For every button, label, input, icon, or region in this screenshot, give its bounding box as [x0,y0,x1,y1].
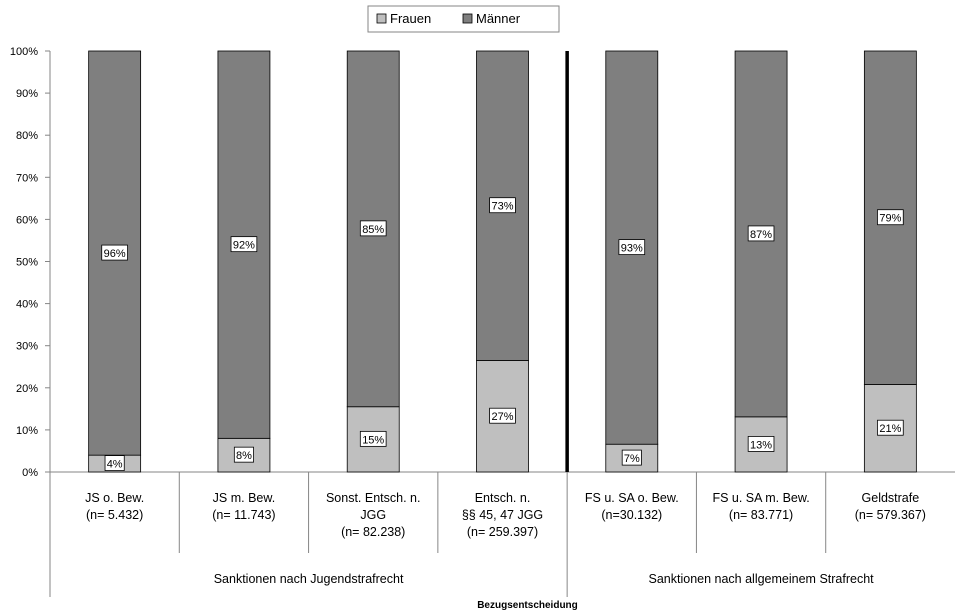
legend-label: Frauen [390,11,431,26]
category-label: (n= 83.771) [729,508,793,522]
bar-männer-3 [476,50,529,361]
data-label: 27% [491,411,513,423]
data-label: 4% [107,459,123,471]
data-label: 96% [104,248,126,260]
category-label: (n= 5.432) [86,508,143,522]
data-label-box [101,244,128,261]
data-label-group: 92% [230,236,258,253]
data-label-box [621,449,642,466]
data-label-group: 13% [747,436,775,452]
legend-swatch-männer [462,13,473,24]
category-label: Entsch. n. [475,491,531,505]
data-label-box [618,239,646,256]
category-label: (n= 11.743) [212,508,275,522]
y-tick-label: 50% [16,257,38,269]
data-label-box [233,446,254,463]
y-tick-label: 30% [16,341,38,353]
category-label: (n= 579.367) [855,508,926,522]
data-label-box [877,209,904,226]
data-label: 93% [621,243,643,255]
data-label-group: 73% [489,197,516,214]
data-label-group: 21% [877,419,904,436]
y-tick-label: 90% [16,88,38,100]
legend: Frauen Männer [367,5,560,33]
y-tick-label: 60% [16,214,38,226]
data-label-group: 7% [621,449,642,466]
data-label-group: 15% [359,430,387,447]
legend-label: Männer [476,11,521,26]
category-label: JGG [360,508,386,522]
data-label-group: 96% [101,244,128,261]
category-label: JS o. Bew. [85,491,144,505]
data-label: 13% [750,439,772,451]
data-label-group: 85% [359,220,387,237]
data-label-box [359,220,387,237]
data-label: 79% [879,213,901,225]
data-label-box [877,419,904,436]
data-label-group: 93% [618,239,646,256]
category-label: (n= 259.397) [467,525,538,539]
data-label: 8% [236,450,252,462]
group-label: Sanktionen nach allgemeinem Strafrecht [649,572,875,586]
y-tick-label: 40% [16,299,38,311]
group-label: Sanktionen nach Jugendstrafrecht [214,572,404,586]
data-label-box [230,236,258,253]
data-label: 92% [233,240,255,252]
data-label: 85% [362,224,384,236]
data-label-box [747,225,775,242]
data-label: 73% [491,201,513,213]
y-tick-label: 0% [22,467,38,479]
y-tick-label: 70% [16,172,38,184]
data-label: 15% [362,434,384,446]
category-label: §§ 45, 47 JGG [462,508,543,522]
data-label-box [489,407,516,424]
y-tick-label: 20% [16,383,38,395]
data-label: 21% [879,423,901,435]
y-tick-label: 100% [10,46,38,58]
category-label: Geldstrafe [862,491,920,505]
data-label-box [359,430,387,447]
legend-swatch-frauen [376,13,387,24]
data-label-box [104,455,125,471]
category-label: FS u. SA m. Bew. [712,491,809,505]
data-label-box [747,436,775,452]
category-label: JS m. Bew. [213,491,276,505]
data-label-group: 8% [233,446,254,463]
category-label: (n=30.132) [601,508,662,522]
data-label-group: 4% [104,455,125,471]
data-label: 87% [750,229,772,241]
data-label-group: 79% [877,209,904,226]
data-label-group: 87% [747,225,775,242]
data-label: 7% [624,453,640,465]
y-tick-label: 80% [16,130,38,142]
data-label-box [489,197,516,214]
x-axis-title: Bezugsentscheidung [477,600,578,611]
y-tick-label: 10% [16,425,38,437]
data-label-group: 27% [489,407,516,424]
category-label: FS u. SA o. Bew. [585,491,679,505]
category-label: Sonst. Entsch. n. [326,491,421,505]
category-label: (n= 82.238) [341,525,405,539]
